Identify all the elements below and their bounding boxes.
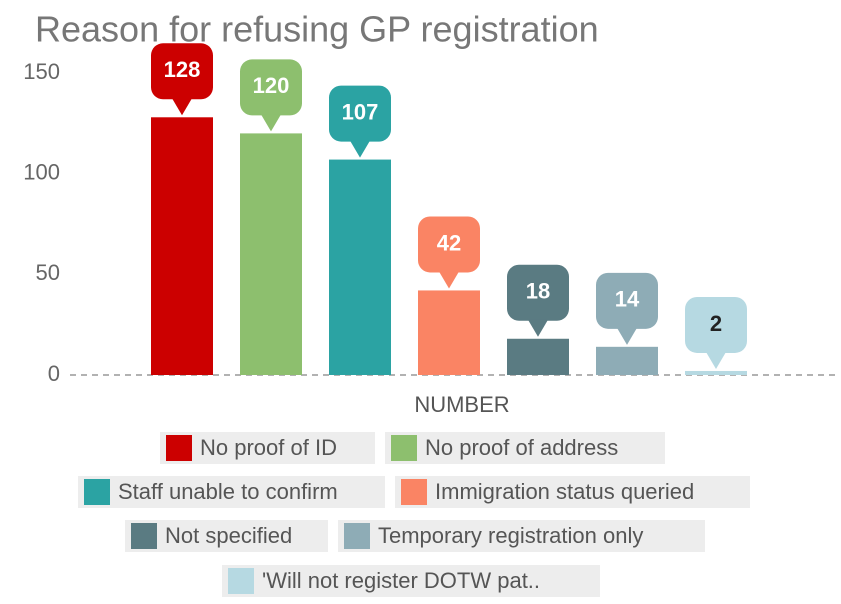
y-tick-label: 0 — [48, 361, 60, 386]
callout — [596, 272, 658, 329]
legend-swatch — [391, 435, 417, 461]
bar — [151, 117, 213, 375]
legend-label: No proof of address — [425, 435, 618, 460]
legend-label: 'Will not register DOTW pat.. — [262, 568, 540, 593]
legend-swatch — [344, 523, 370, 549]
bar — [240, 133, 302, 375]
data-label: 42 — [437, 230, 461, 255]
legend-swatch — [84, 479, 110, 505]
y-tick-label: 100 — [23, 159, 60, 184]
legend-item-bg — [338, 520, 705, 552]
callout — [507, 264, 569, 321]
legend-label: No proof of ID — [200, 435, 337, 460]
bar — [685, 370, 747, 375]
y-tick-label: 50 — [36, 260, 60, 285]
legend-swatch — [228, 568, 254, 594]
legend-item-bg — [222, 565, 600, 597]
data-label: 128 — [164, 57, 201, 82]
chart-title: Reason for refusing GP registration — [35, 9, 599, 50]
legend-item-bg — [125, 520, 328, 552]
legend-label: Staff unable to confirm — [118, 479, 338, 504]
callout — [329, 85, 391, 142]
callout-pointer — [528, 319, 548, 337]
legend-label: Temporary registration only — [378, 523, 643, 548]
legend-item-bg — [160, 432, 375, 464]
callout-pointer — [706, 351, 726, 369]
data-label: 120 — [253, 73, 290, 98]
legend-label: Immigration status queried — [435, 479, 694, 504]
bar — [418, 290, 480, 375]
y-tick-label: 150 — [23, 59, 60, 84]
data-label: 2 — [710, 311, 722, 336]
callout — [151, 43, 213, 100]
legend-item-bg — [385, 432, 665, 464]
bar — [507, 338, 569, 375]
data-label: 107 — [342, 99, 379, 124]
x-tick-label: NUMBER — [414, 392, 509, 417]
callout — [685, 296, 747, 353]
legend-item-bg — [78, 476, 385, 508]
data-label: 18 — [526, 279, 550, 304]
data-label: 14 — [615, 287, 640, 312]
callout-pointer — [439, 271, 459, 289]
legend-swatch — [401, 479, 427, 505]
callout-pointer — [172, 98, 192, 116]
callout — [240, 59, 302, 116]
legend-item-bg — [395, 476, 750, 508]
legend-swatch — [166, 435, 192, 461]
callout — [418, 216, 480, 273]
bar — [596, 346, 658, 375]
callout-pointer — [261, 114, 281, 132]
legend-swatch — [131, 523, 157, 549]
callout-pointer — [617, 327, 637, 345]
callout-pointer — [350, 140, 370, 158]
bar — [329, 159, 391, 375]
legend-label: Not specified — [165, 523, 292, 548]
